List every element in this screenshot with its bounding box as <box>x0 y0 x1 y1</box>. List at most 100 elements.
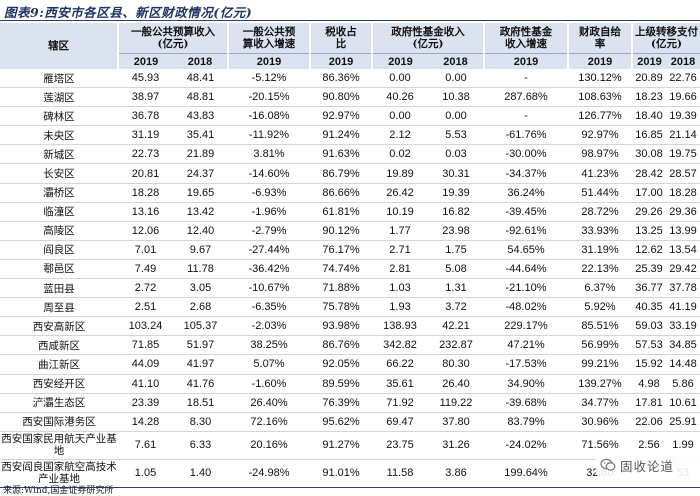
table-cell: 34.77% <box>568 393 632 413</box>
table-row: 西安经开区 41.10 41.76 -1.60% 89.59% 35.61 26.40 34.… <box>0 374 700 394</box>
region-name: 碑林区 <box>0 106 118 127</box>
table-cell: 34.85 <box>666 335 700 356</box>
table-cell: 0.03 <box>428 144 484 165</box>
table-cell: -44.64% <box>484 259 568 280</box>
table-cell: 26.40% <box>228 393 310 413</box>
header-group: 一般公共预算收入 (亿元) <box>117 23 228 54</box>
source-note: 来源:Wind,国金证券研究所 <box>3 486 114 496</box>
figure-title: 图表9:西安市各区县、新区财政情况(亿元) <box>4 5 253 20</box>
table-cell: 18.28 <box>666 183 700 203</box>
header-year: 2019 <box>371 53 428 69</box>
table-cell: -1.60% <box>228 374 310 394</box>
table-cell: 13.99 <box>666 221 700 241</box>
table-cell: -48.02% <box>484 297 568 318</box>
table-cell: 44.09 <box>118 354 173 375</box>
table-cell: 1.05 <box>118 459 173 488</box>
table-cell: 22.76 <box>666 69 700 89</box>
table-cell: 6.33 <box>173 431 228 460</box>
table-cell: 31.19 <box>118 125 173 146</box>
table-cell: 119.22 <box>428 393 484 413</box>
table-cell: -2.79% <box>228 221 310 241</box>
table-cell: 33.93% <box>568 221 632 241</box>
region-name: 灞桥区 <box>0 183 118 203</box>
table-cell: 3.81% <box>228 144 310 165</box>
table-cell: 2.12 <box>372 125 428 146</box>
table-cell: 23.39 <box>118 393 173 413</box>
table-cell: 18.40 <box>632 106 666 127</box>
table-cell: 51.97 <box>173 335 228 356</box>
table-row: 曲江新区 44.09 41.97 5.07% 92.05% 66.22 80.30 -17.5… <box>0 354 700 375</box>
table-cell: -5.12% <box>228 69 310 89</box>
table-cell: 48.41 <box>173 69 228 89</box>
table-cell: 20.81 <box>118 163 173 184</box>
table-cell: -6.35% <box>228 297 310 318</box>
table-cell: -27.44% <box>228 240 310 260</box>
table-cell: 18.51 <box>173 393 228 413</box>
table-cell: 18.28 <box>118 183 173 203</box>
header-year: 2019 <box>567 53 632 69</box>
table-cell: 71.88% <box>310 278 372 299</box>
table-cell: 3.72 <box>428 297 484 318</box>
table-cell: -17.53% <box>484 354 568 375</box>
table-cell: 2.72 <box>118 278 173 299</box>
table-cell: 19.65 <box>173 183 228 203</box>
table-cell: 4.98 <box>632 374 666 394</box>
region-name: 西咸新区 <box>0 335 118 356</box>
table-cell: 51.44% <box>568 183 632 203</box>
table-cell: 10.19 <box>372 202 428 222</box>
table-cell: -20.15% <box>228 87 310 108</box>
table-cell: 43.83 <box>173 106 228 127</box>
table-cell: 5.92% <box>568 297 632 318</box>
table-cell: -24.02% <box>484 431 568 460</box>
table-cell: - <box>484 106 568 127</box>
table-row: 莲湖区 38.97 48.81 -20.15% 90.80% 40.26 10.38 287.… <box>0 87 700 108</box>
region-name: 莲湖区 <box>0 87 118 108</box>
table-cell: 74.74% <box>310 259 372 280</box>
table-cell: 126.77% <box>568 106 632 127</box>
table-cell: 83.79% <box>484 412 568 432</box>
table-row: 西安高新区 103.24 105.37 -2.03% 93.98% 138.93 42.21… <box>0 316 700 337</box>
table-cell: 89.59% <box>310 374 372 394</box>
table-cell: 57.53 <box>632 335 666 356</box>
table-row: 雁塔区 45.93 48.41 -5.12% 86.36% 0.00 0.00-130.12… <box>0 69 700 89</box>
header-year: 2019 <box>631 53 666 69</box>
table-cell: 7.49 <box>118 259 173 280</box>
table-row: 鄠邑区 7.49 11.78 -36.42% 74.74% 2.81 5.08 -44.64%… <box>0 259 700 280</box>
table-cell: 5.07% <box>228 354 310 375</box>
table-row: 西咸新区 71.85 51.97 38.25% 86.76% 342.82 232.87 47… <box>0 335 700 356</box>
table-cell: 199.64% <box>484 459 568 488</box>
table-cell: 14.28 <box>118 412 173 432</box>
region-name: 未央区 <box>0 125 118 146</box>
table-cell: 103.24 <box>118 316 173 337</box>
table-cell: 0.00 <box>372 69 428 89</box>
table-cell: 105.37 <box>173 316 228 337</box>
region-name: 曲江新区 <box>0 354 118 375</box>
table-cell: 22.73 <box>118 144 173 165</box>
table-cell: 61.81% <box>310 202 372 222</box>
table-cell: 232.87 <box>428 335 484 356</box>
watermark-text: 固收论道 <box>620 458 675 474</box>
table-cell: 19.66 <box>666 87 700 108</box>
table-cell: 41.19 <box>666 297 700 318</box>
table-cell: 10.38 <box>428 87 484 108</box>
table-cell: 26.40 <box>428 374 484 394</box>
wechat-icon <box>600 458 616 471</box>
title-bar: 图表9:西安市各区县、新区财政情况(亿元) <box>0 0 700 21</box>
table-row: 西安国家民用航天产业基地 7.61 6.33 20.16% 91.27% 23.75 31.… <box>0 431 700 460</box>
table-cell: 2.81 <box>372 259 428 280</box>
table-cell: 48.81 <box>173 87 228 108</box>
header-row-years: 2019 2018 2019 2019 2019 2018 2019 2019 2019 2018 <box>0 53 700 69</box>
table-cell: -92.61% <box>484 221 568 241</box>
table-cell: -2.03% <box>228 316 310 337</box>
table-cell: 99.21% <box>568 354 632 375</box>
table-cell: -21.10% <box>484 278 568 299</box>
header-group: 上级转移支付 (亿元) <box>631 23 700 54</box>
table-cell: 54.65% <box>484 240 568 260</box>
table-cell: 1.93 <box>372 297 428 318</box>
table-cell: 29.42 <box>666 259 700 280</box>
table-cell: 41.10 <box>118 374 173 394</box>
table-cell: 2.68 <box>173 297 228 318</box>
table-cell: 22.13% <box>568 259 632 280</box>
table-cell: -30.00% <box>484 144 568 165</box>
table-cell: 90.80% <box>310 87 372 108</box>
